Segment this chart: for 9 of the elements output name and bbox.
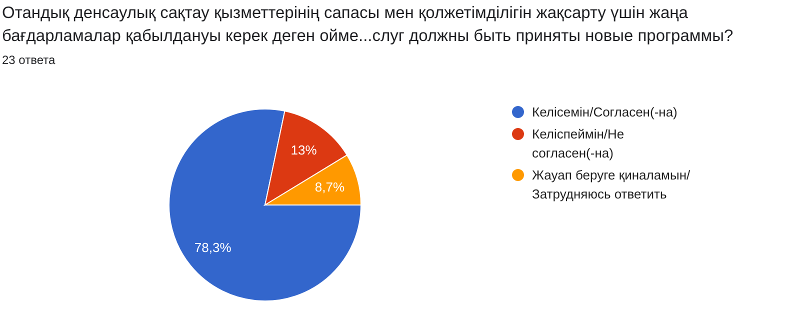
chart-title: Отандық денсаулық сақтау қызметтерінің сапасы мен қолжетімділігін жақсарту үшін жаңа бағдарламалар қабылдануы керек деген ойме...слуг должны быть приняты новые программы?: [2, 4, 734, 45]
text: 23 ответа: [2, 53, 56, 67]
data-label: 78,3%: [194, 240, 232, 255]
data-label: 13%: [290, 142, 318, 158]
legend-label: Жауап беруге қиналамын/Затрудняюсь ответить: [532, 168, 691, 202]
data-label: 8,7%: [314, 179, 345, 194]
pie-slice: [168, 108, 362, 302]
legend-label: Келісемін/Согласен(-на): [532, 104, 678, 120]
legend-label: Келіспеймін/Не согласен(-на): [532, 126, 624, 160]
